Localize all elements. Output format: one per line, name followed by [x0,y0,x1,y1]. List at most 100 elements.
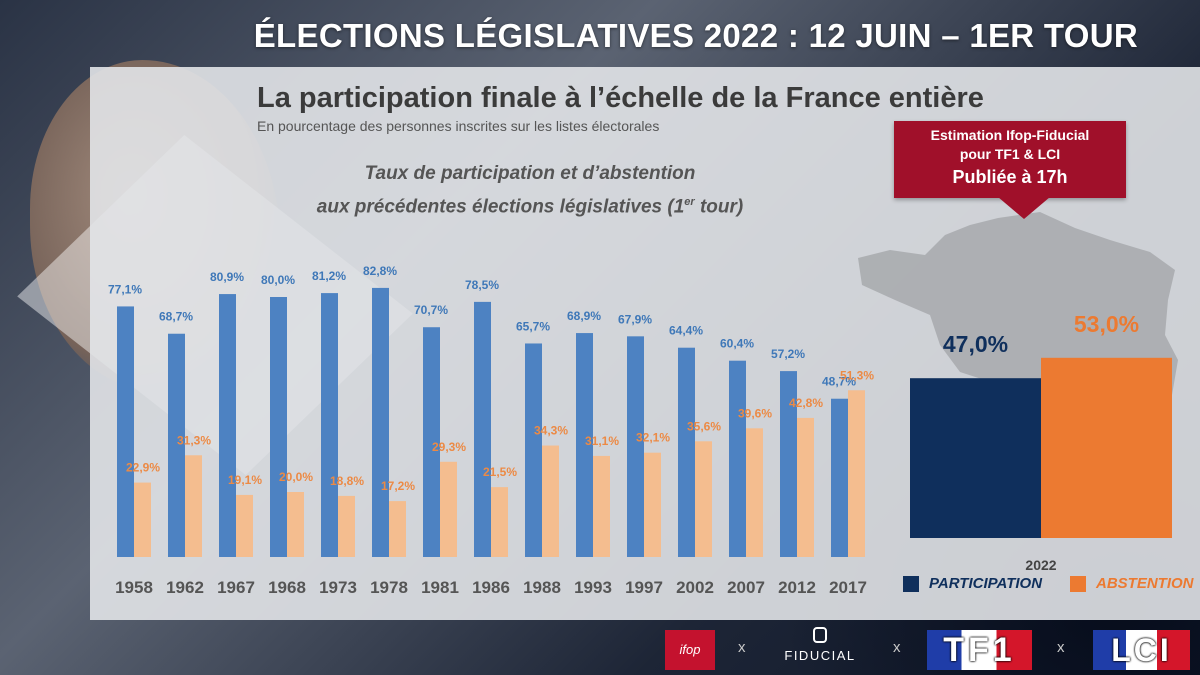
estimate-abstention-label: 53,0% [1074,311,1139,337]
abstention-label-1988: 34,3% [534,424,568,438]
abstention-label-2017: 51,3% [840,368,874,382]
participation-bar-1967 [219,294,236,557]
participation-label-2002: 64,4% [669,324,703,338]
abstention-bar-2002 [695,441,712,557]
participation-label-1997: 67,9% [618,312,652,326]
legend-participation: PARTICIPATION [903,575,1042,592]
france-map-icon [858,212,1178,402]
participation-bar-1978 [372,287,389,557]
estimate-participation-bar [910,378,1041,538]
x-tick-1997: 1997 [625,578,663,597]
abstention-label-1997: 32,1% [636,431,670,445]
x-tick-2017: 2017 [829,578,867,597]
legend-abstention: ABSTENTION [1070,575,1194,592]
estimate-callout: Estimation Ifop-Fiducial pour TF1 & LCI … [894,121,1126,198]
ifop-logo: ifop [665,630,715,670]
estimate-callout-pointer [998,197,1050,219]
history-chart-title-line1: Taux de participation et d’abstention [364,163,696,184]
participation-bar-2017 [831,398,848,557]
history-chart-title-line2-wrap: aux précédentes élections législatives (… [230,188,830,221]
participation-label-1978: 82,8% [363,264,397,278]
abstention-label-1973: 18,8% [330,474,364,488]
header-title: ÉLECTIONS LÉGISLATIVES 2022 : 12 JUIN – … [253,17,1138,54]
x-tick-2007: 2007 [727,578,765,597]
abstention-bar-2012 [797,417,814,557]
history-chart-title: Taux de participation et d’abstention au… [230,160,830,221]
participation-bar-2007 [729,360,746,557]
x-tick-1986: 1986 [472,578,510,597]
estimate-line3: Publiée à 17h [952,167,1068,187]
participation-label-1988: 65,7% [516,319,550,333]
page-title: La participation finale à l’échelle de l… [257,82,984,114]
history-chart-title-line2: aux précédentes élections législatives (… [316,196,685,218]
participation-bar-1968 [270,297,287,557]
page-subtitle: En pourcentage des personnes inscrites s… [257,118,660,134]
fiducial-mark-icon [813,627,827,643]
logo-separator: x [893,639,901,656]
abstention-label-1986: 21,5% [483,465,517,479]
participation-label-1962: 68,7% [159,310,193,324]
abstention-label-1958: 22,9% [126,461,160,475]
participation-bar-1986 [474,301,491,557]
abstention-label-1978: 17,2% [381,479,415,493]
abstention-label-1993: 31,1% [585,434,619,448]
participation-label-1967: 80,9% [210,270,244,284]
abstention-label-1962: 31,3% [177,433,211,447]
abstention-label-1967: 19,1% [228,473,262,487]
x-tick-1978: 1978 [370,578,408,597]
estimate-participation-label: 47,0% [943,331,1008,357]
x-tick-2002: 2002 [676,578,714,597]
participation-bar-1993 [576,333,593,557]
participation-bar-1962 [168,333,185,557]
abstention-bar-1981 [440,461,457,557]
logo-separator: x [1057,639,1065,656]
participation-label-1981: 70,7% [414,303,448,317]
x-tick-1973: 1973 [319,578,357,597]
estimate-x-tick-2022: 2022 [1025,557,1056,573]
abstention-bar-1993 [593,455,610,557]
x-tick-1981: 1981 [421,578,459,597]
history-chart-title-line2-end: tour) [694,196,744,218]
abstention-label-1968: 20,0% [279,470,313,484]
participation-bar-1988 [525,343,542,557]
abstention-bar-1978 [389,501,406,557]
abstention-bar-1967 [236,494,253,557]
fiducial-logo-text: FIDUCIAL [784,648,856,663]
participation-label-2007: 60,4% [720,337,754,351]
legend-abstention-swatch [1070,575,1086,592]
participation-bar-1973 [321,293,338,557]
participation-label-2012: 57,2% [771,347,805,361]
legend-abstention-label: ABSTENTION [1096,575,1194,592]
x-tick-1962: 1962 [166,578,204,597]
estimate-abstention-bar [1041,357,1172,538]
x-tick-1988: 1988 [523,578,561,597]
participation-label-1973: 81,2% [312,269,346,283]
x-tick-1958: 1958 [115,578,153,597]
legend-participation-swatch [903,575,919,592]
logo-separator: x [738,639,746,656]
participation-bar-2012 [780,371,797,557]
estimate-line2: pour TF1 & LCI [959,146,1061,162]
abstention-label-1981: 29,3% [432,440,466,454]
abstention-label-2007: 39,6% [738,406,772,420]
estimate-line1: Estimation Ifop-Fiducial [930,127,1090,143]
abstention-bar-1958 [134,482,151,557]
participation-label-1968: 80,0% [261,273,295,287]
legend-participation-label: PARTICIPATION [929,575,1043,592]
lci-logo: LCI [1093,630,1190,670]
abstention-bar-2007 [746,428,763,557]
participation-label-1986: 78,5% [465,278,499,292]
abstention-bar-1973 [338,495,355,557]
x-tick-1967: 1967 [217,578,255,597]
x-tick-1993: 1993 [574,578,612,597]
fiducial-logo: FIDUCIAL [770,627,870,665]
abstention-bar-1962 [185,455,202,557]
abstention-label-2002: 35,6% [687,419,721,433]
participation-label-1993: 68,9% [567,309,601,323]
participation-label-2017: 48,7% [822,375,856,389]
participation-bar-1958 [117,306,134,557]
history-chart-title-sup: er [684,196,695,208]
abstention-bar-1968 [287,492,304,557]
